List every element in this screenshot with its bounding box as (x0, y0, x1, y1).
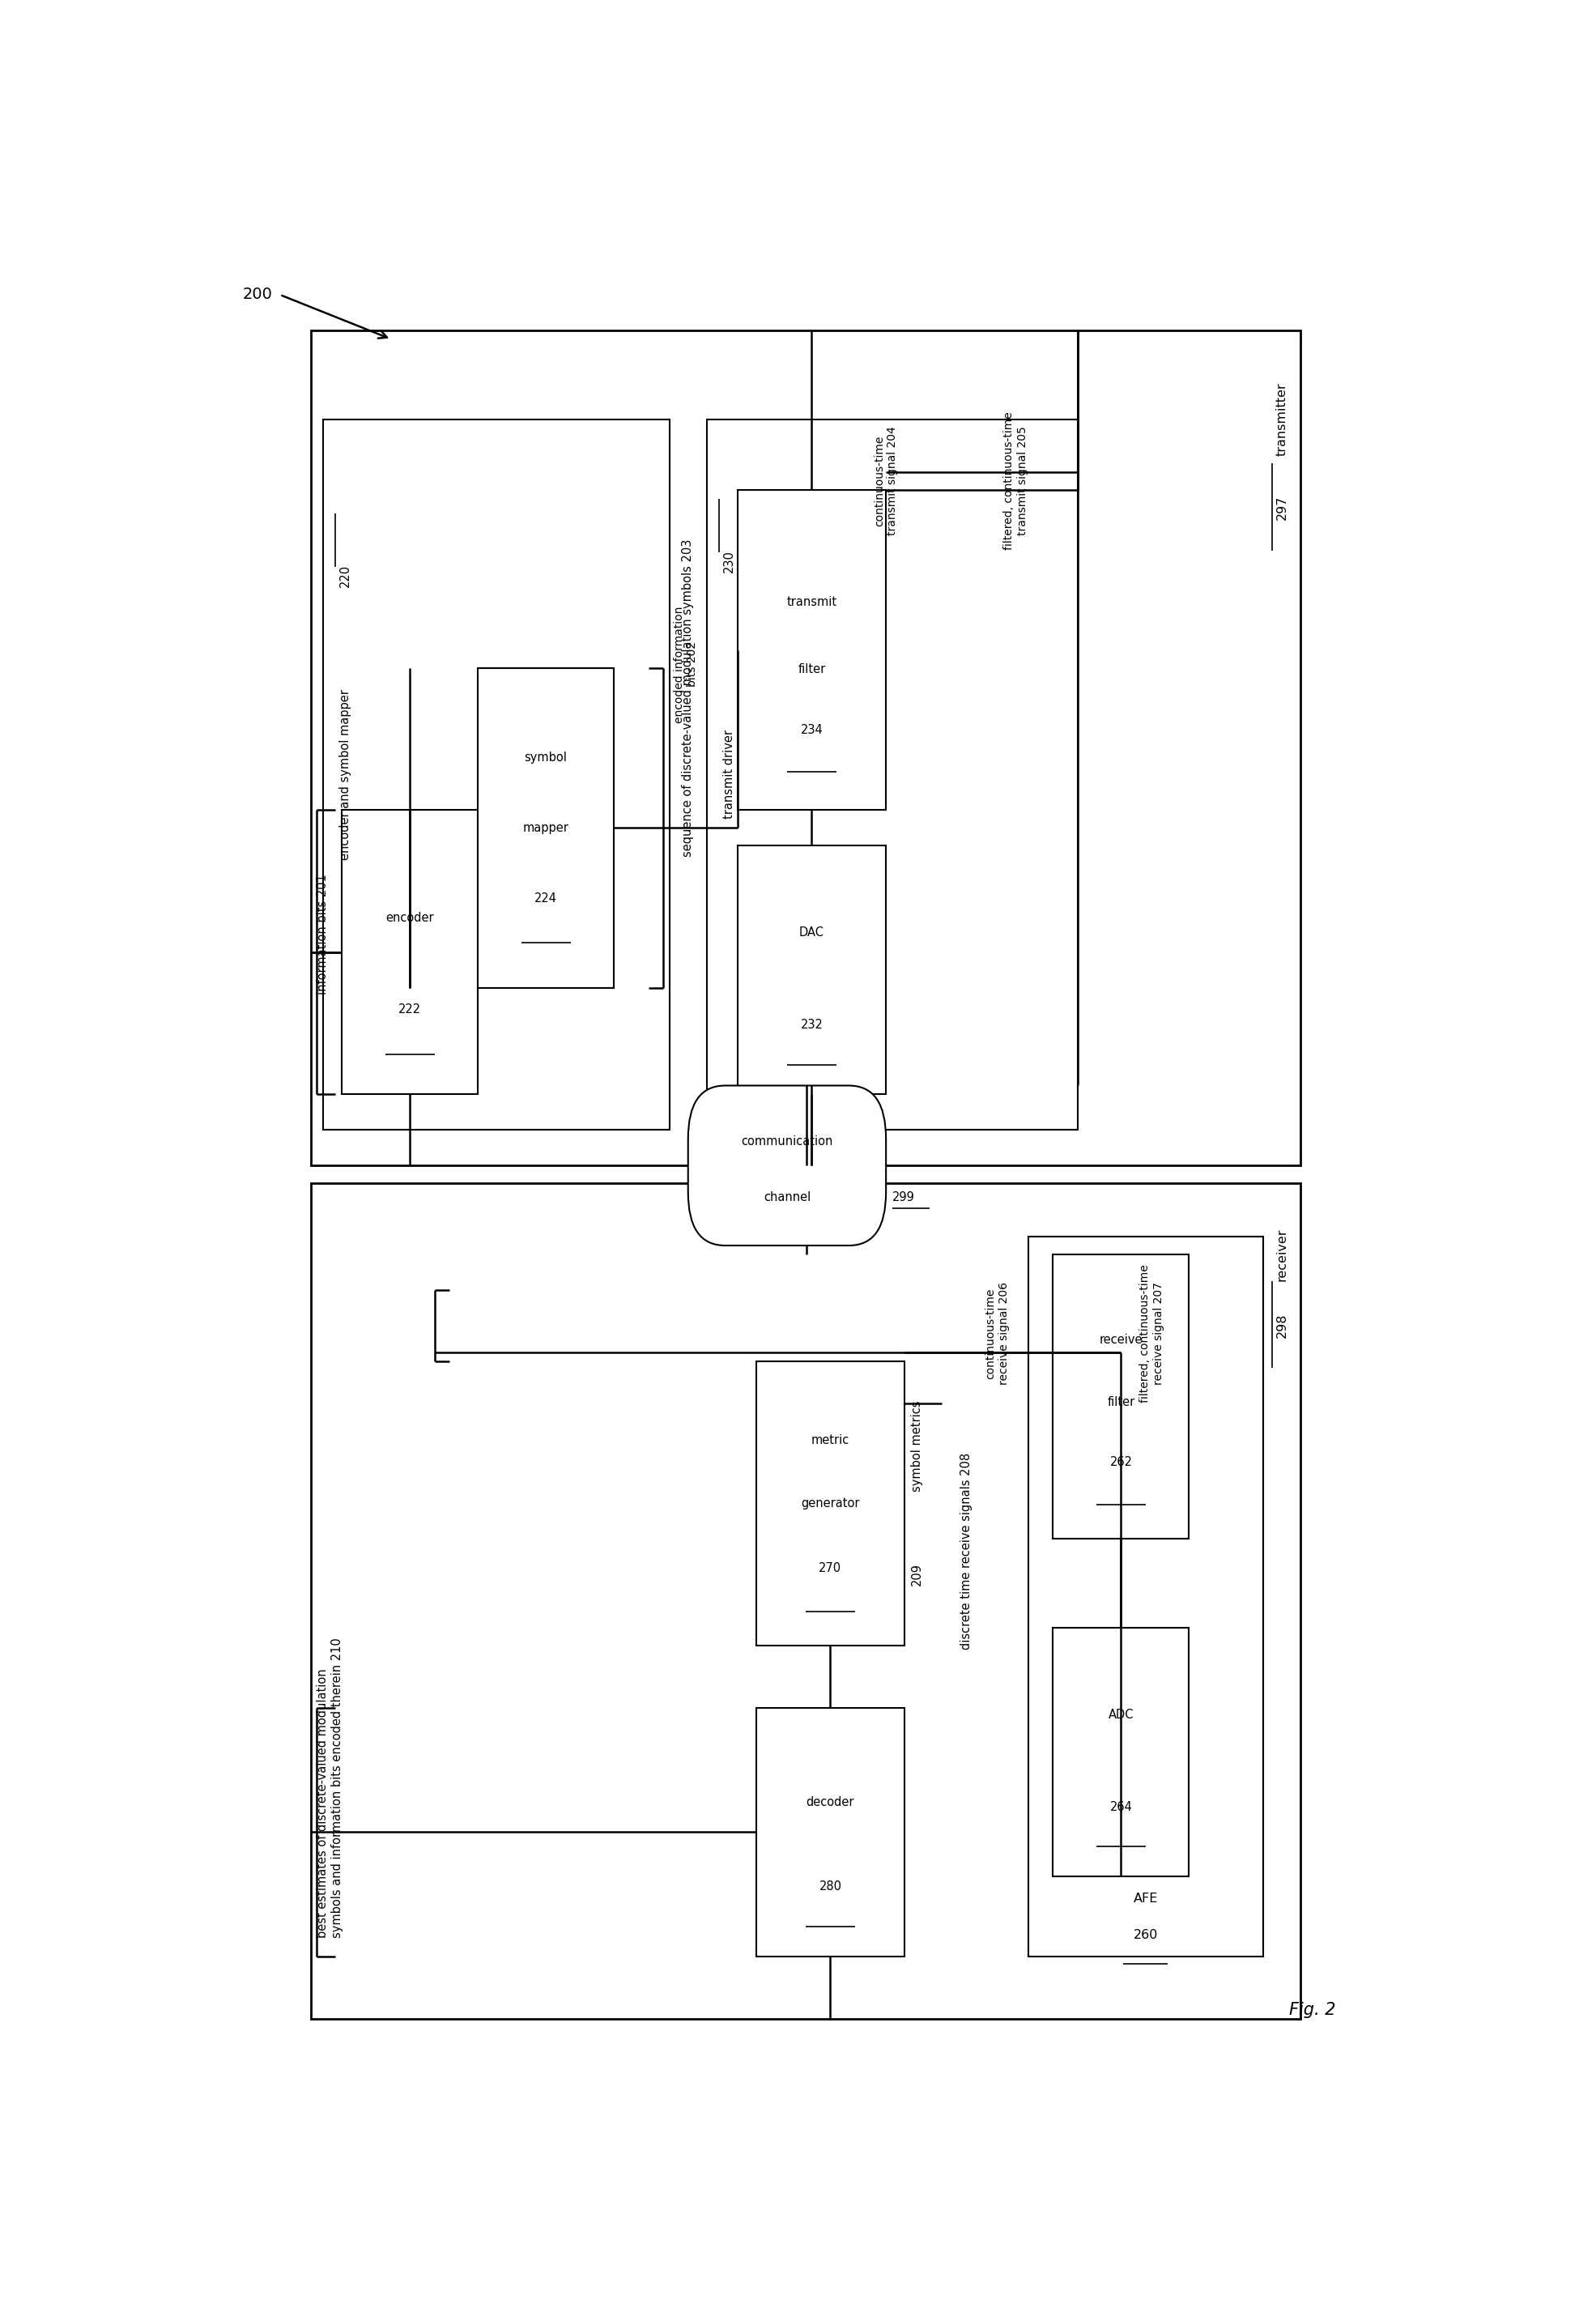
Text: encoded information
bits 202: encoded information bits 202 (674, 607, 697, 722)
FancyBboxPatch shape (757, 1362, 905, 1646)
FancyBboxPatch shape (477, 667, 614, 988)
Text: 264: 264 (1109, 1800, 1132, 1812)
Text: receive: receive (1100, 1334, 1143, 1346)
Text: 200: 200 (243, 286, 273, 302)
Text: filter: filter (1108, 1396, 1135, 1408)
Text: encoder and symbol mapper: encoder and symbol mapper (340, 690, 351, 861)
Text: filter: filter (798, 662, 825, 676)
Text: 224: 224 (535, 893, 557, 905)
Text: communication: communication (741, 1136, 833, 1147)
FancyBboxPatch shape (737, 845, 886, 1094)
Text: 234: 234 (801, 725, 824, 736)
FancyBboxPatch shape (1053, 1627, 1189, 1876)
FancyBboxPatch shape (1028, 1237, 1264, 1957)
FancyBboxPatch shape (688, 1085, 886, 1246)
Text: 280: 280 (819, 1881, 841, 1893)
Text: symbol: symbol (525, 752, 567, 764)
Text: channel: channel (763, 1191, 811, 1202)
Text: decoder: decoder (806, 1796, 854, 1807)
Text: DAC: DAC (800, 926, 824, 939)
FancyBboxPatch shape (707, 420, 1077, 1131)
Text: transmit driver: transmit driver (723, 729, 736, 819)
Text: continuous-time
transmit signal 204: continuous-time transmit signal 204 (873, 427, 899, 535)
FancyBboxPatch shape (311, 1184, 1301, 2020)
Text: 230: 230 (723, 549, 736, 572)
FancyBboxPatch shape (322, 420, 670, 1131)
Text: sequence of discrete-valued modulation symbols 203: sequence of discrete-valued modulation s… (681, 538, 694, 856)
Text: 222: 222 (399, 1004, 421, 1016)
FancyBboxPatch shape (757, 1708, 905, 1957)
Text: 298: 298 (1275, 1313, 1288, 1339)
Text: information bits 201: information bits 201 (318, 875, 329, 995)
Text: 262: 262 (1109, 1456, 1132, 1468)
Text: transmit: transmit (787, 595, 836, 609)
Text: best estimates of discrete-valued modulation
symbols and information bits encode: best estimates of discrete-valued modula… (318, 1636, 343, 1939)
Text: 232: 232 (801, 1018, 824, 1032)
FancyBboxPatch shape (342, 810, 477, 1094)
Text: filtered, continuous-time
receive signal 207: filtered, continuous-time receive signal… (1140, 1265, 1163, 1403)
Text: 299: 299 (892, 1191, 915, 1202)
Text: 297: 297 (1275, 496, 1288, 519)
Text: 260: 260 (1133, 1929, 1159, 1941)
FancyBboxPatch shape (737, 489, 886, 810)
Text: 220: 220 (340, 563, 351, 586)
Text: ADC: ADC (1108, 1708, 1133, 1722)
FancyBboxPatch shape (1053, 1256, 1189, 1539)
Text: mapper: mapper (523, 822, 568, 833)
Text: AFE: AFE (1133, 1893, 1159, 1904)
Text: Fig. 2: Fig. 2 (1290, 2001, 1336, 2017)
Text: receiver: receiver (1275, 1228, 1288, 1281)
Text: 270: 270 (819, 1563, 841, 1574)
Text: generator: generator (801, 1498, 860, 1509)
FancyBboxPatch shape (311, 330, 1301, 1166)
Text: continuous-time
receive signal 206: continuous-time receive signal 206 (985, 1283, 1010, 1385)
Text: filtered, continuous-time
transmit signal 205: filtered, continuous-time transmit signa… (1004, 411, 1028, 549)
Text: symbol metrics: symbol metrics (911, 1401, 922, 1491)
Text: 209: 209 (911, 1563, 922, 1586)
Text: discrete time receive signals 208: discrete time receive signals 208 (961, 1452, 972, 1650)
Text: transmitter: transmitter (1275, 383, 1288, 455)
Text: metric: metric (811, 1436, 849, 1447)
Text: encoder: encoder (386, 912, 434, 923)
